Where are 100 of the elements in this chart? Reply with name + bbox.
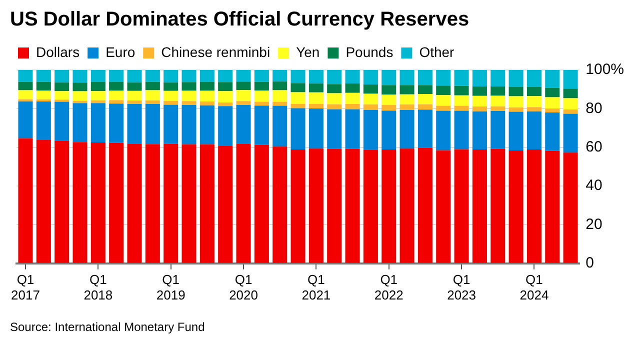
bar xyxy=(72,142,88,263)
bar xyxy=(182,82,196,91)
x-tick-label: Q1 2017 xyxy=(11,272,40,302)
bar xyxy=(363,94,378,104)
bar xyxy=(545,70,560,88)
bar xyxy=(472,111,487,150)
bar xyxy=(436,95,451,106)
y-tick-label: 60 xyxy=(586,138,602,156)
bar xyxy=(218,102,233,106)
bar xyxy=(563,98,578,110)
bar xyxy=(254,102,269,106)
bar xyxy=(308,70,324,84)
bar xyxy=(36,82,51,90)
bar xyxy=(200,105,214,144)
bar xyxy=(18,70,33,82)
bar xyxy=(164,90,178,101)
bar xyxy=(508,107,524,112)
x-tick-label: Q1 2019 xyxy=(156,272,186,302)
bar xyxy=(182,144,196,263)
bar xyxy=(272,90,288,102)
bar xyxy=(290,149,306,263)
bar xyxy=(400,110,414,148)
bar xyxy=(109,104,124,143)
bar xyxy=(145,144,160,263)
bar xyxy=(290,108,306,150)
bar xyxy=(182,70,196,82)
legend-label: Pounds xyxy=(346,44,394,60)
bar xyxy=(418,148,432,263)
bar xyxy=(109,90,124,100)
bar xyxy=(236,101,251,106)
bar xyxy=(254,70,269,82)
bar xyxy=(145,104,160,144)
bar xyxy=(327,93,342,104)
bar xyxy=(327,84,342,94)
bar xyxy=(490,111,506,149)
bar xyxy=(436,110,451,150)
legend-label: Chinese renminbi xyxy=(161,44,270,60)
bar xyxy=(454,95,469,106)
x-tick-label: Q1 2021 xyxy=(302,272,331,302)
bar xyxy=(436,150,451,263)
bar xyxy=(545,112,560,151)
chart-title: US Dollar Dominates Official Currency Reserves xyxy=(10,8,470,31)
bar xyxy=(418,110,432,148)
bar xyxy=(382,149,396,263)
bar xyxy=(272,102,288,106)
bar xyxy=(236,90,251,102)
bar xyxy=(545,88,560,98)
bar xyxy=(345,70,360,84)
bar xyxy=(200,70,214,82)
bar xyxy=(327,70,342,84)
bar xyxy=(218,82,233,92)
bar xyxy=(18,82,33,90)
bar xyxy=(472,106,487,112)
y-tick-label: 40 xyxy=(586,177,602,194)
bar xyxy=(236,144,251,263)
bar xyxy=(182,105,196,144)
bar xyxy=(563,152,578,263)
bar xyxy=(382,94,396,106)
legend-label: Euro xyxy=(106,44,136,60)
bar xyxy=(454,106,469,111)
bar xyxy=(272,106,288,146)
bar xyxy=(36,70,51,82)
bar xyxy=(436,106,451,111)
bar xyxy=(127,82,142,91)
bar xyxy=(127,104,142,144)
bar xyxy=(490,106,506,111)
y-tick-label: 80 xyxy=(586,100,602,117)
bar xyxy=(36,90,51,100)
bar xyxy=(472,70,487,86)
bar xyxy=(236,70,251,82)
bar xyxy=(454,149,469,263)
bar xyxy=(526,96,542,108)
bar xyxy=(36,140,51,263)
bar xyxy=(454,110,469,150)
bar xyxy=(526,70,542,88)
legend-label: Yen xyxy=(296,44,320,60)
bar xyxy=(164,100,178,105)
bar xyxy=(127,70,142,82)
bar xyxy=(508,87,524,96)
bar xyxy=(563,114,578,152)
bar xyxy=(418,70,432,86)
bar xyxy=(382,85,396,95)
bar xyxy=(490,96,506,106)
bar xyxy=(218,70,233,82)
bar xyxy=(327,104,342,110)
bar xyxy=(109,100,124,104)
legend-label: Other xyxy=(419,44,455,60)
bar xyxy=(90,70,106,82)
bar xyxy=(90,100,106,104)
x-tick-label: Q1 2024 xyxy=(520,272,549,302)
bar xyxy=(72,70,88,83)
bar xyxy=(90,91,106,100)
y-tick-label: 100% xyxy=(586,61,624,78)
bar xyxy=(290,92,306,104)
bar xyxy=(308,104,324,108)
bar xyxy=(345,148,360,263)
bar xyxy=(164,144,178,263)
y-tick-label: 20 xyxy=(586,216,602,233)
x-tick-label: Q1 2018 xyxy=(84,272,113,302)
bar xyxy=(526,87,542,96)
